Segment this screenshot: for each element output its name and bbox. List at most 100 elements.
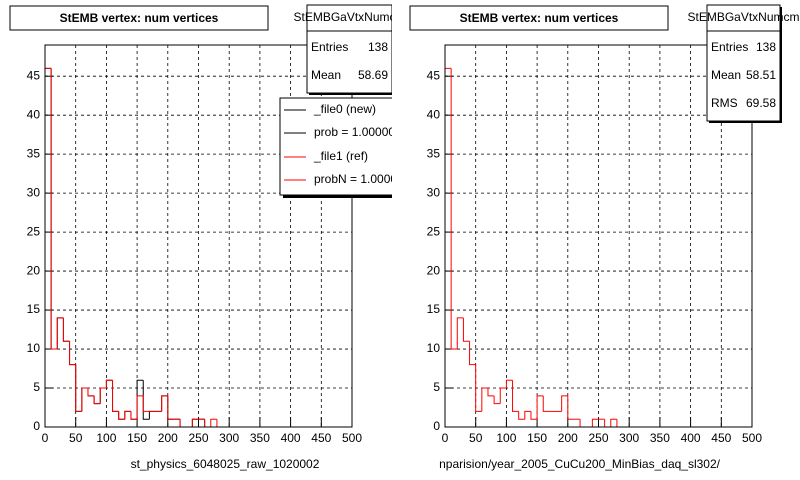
histogram-bin	[87, 388, 95, 397]
title-box	[9, 5, 269, 31]
histogram-bin	[210, 418, 217, 427]
x-tick-label: 200	[558, 431, 578, 445]
histogram-bin	[610, 418, 617, 427]
y-tick-label: 20	[27, 263, 41, 277]
stats-title: StEMBGaVtxNumcm	[293, 10, 405, 24]
histogram-bin	[591, 418, 599, 427]
y-tick-label: 5	[433, 380, 440, 394]
x-axis-label: nparision/year_2005_CuCu200_MinBias_daq_…	[439, 457, 721, 471]
x-tick-label: 400	[681, 431, 701, 445]
y-tick-label: 25	[27, 224, 41, 238]
y-tick-label: 40	[427, 107, 441, 121]
histogram-bin	[505, 379, 513, 389]
y-tick-label: 30	[27, 185, 41, 199]
x-tick-label: 250	[188, 431, 208, 445]
stats-value: 138	[756, 40, 776, 54]
title-box	[409, 5, 669, 31]
plot-frame	[44, 44, 353, 428]
histogram-bin	[167, 395, 174, 420]
x-tick-label: 450	[711, 431, 731, 445]
legend-label: _file0 (new)	[313, 102, 376, 116]
x-tick-label: 500	[342, 431, 362, 445]
histogram-bin	[567, 395, 574, 420]
histogram-bin	[481, 387, 488, 412]
histogram-bin	[142, 380, 150, 420]
stats-value: 138	[368, 40, 388, 54]
histogram-bin	[56, 317, 64, 350]
stats-label: Mean	[311, 68, 341, 82]
histogram-bin	[487, 388, 495, 397]
x-tick-label: 150	[527, 431, 547, 445]
y-tick-label: 45	[427, 68, 441, 82]
histogram-bin	[512, 380, 519, 412]
histogram-bin	[112, 380, 119, 412]
y-tick-label: 35	[27, 146, 41, 160]
histogram-bin	[524, 410, 531, 420]
histogram-bin	[81, 387, 88, 412]
x-tick-label: 350	[650, 431, 670, 445]
stats-value: 58.51	[746, 68, 776, 82]
histogram-bin	[50, 68, 58, 350]
y-tick-label: 5	[33, 380, 40, 394]
chart-title: StEMB vertex: num vertices	[60, 11, 219, 25]
legend-note: prob = 1.000000	[314, 125, 402, 139]
y-tick-label: 40	[27, 107, 41, 121]
x-tick-label: 450	[311, 431, 331, 445]
histogram-bin	[136, 395, 144, 420]
x-tick-label: 350	[250, 431, 270, 445]
y-tick-label: 10	[427, 341, 441, 355]
histogram-bin	[69, 341, 76, 366]
legend-label: _file1 (ref)	[313, 149, 368, 163]
stats-label: Entries	[311, 40, 348, 54]
stats-value: 69.58	[746, 96, 776, 110]
x-tick-label: 150	[127, 431, 147, 445]
y-tick-label: 20	[427, 263, 441, 277]
histogram-bin	[475, 364, 482, 412]
histogram-bin	[93, 395, 101, 405]
legend-note: probN = 1.000000	[314, 172, 411, 186]
x-tick-label: 100	[96, 431, 116, 445]
x-tick-label: 100	[496, 431, 516, 445]
histogram-bin	[469, 341, 476, 366]
histogram-bin	[542, 395, 550, 412]
histogram-bin	[161, 395, 168, 412]
y-tick-label: 25	[427, 224, 441, 238]
y-tick-label: 10	[27, 341, 41, 355]
y-tick-label: 15	[427, 302, 441, 316]
histogram-bin	[118, 411, 125, 420]
x-tick-label: 0	[42, 431, 49, 445]
histogram-bin	[493, 395, 501, 405]
stats-value: 58.69	[358, 68, 388, 82]
histogram-bin	[499, 387, 507, 404]
x-tick-label: 250	[588, 431, 608, 445]
histogram-bin	[536, 395, 544, 420]
x-tick-label: 500	[742, 431, 762, 445]
histogram-bin	[62, 317, 70, 342]
y-tick-label: 0	[433, 419, 440, 433]
histogram-bin	[75, 364, 82, 412]
plot-frame	[444, 44, 753, 428]
stats-label: Entries	[711, 40, 748, 54]
y-tick-label: 35	[427, 146, 441, 160]
x-tick-label: 0	[442, 431, 449, 445]
histogram-bin	[518, 411, 525, 420]
x-tick-label: 300	[619, 431, 639, 445]
histogram-bin	[99, 387, 107, 404]
histogram-bin	[130, 411, 138, 420]
x-tick-label: 300	[219, 431, 239, 445]
y-tick-label: 15	[27, 302, 41, 316]
histogram-bin	[561, 395, 568, 412]
histogram-bin	[191, 418, 199, 427]
histogram-bin	[462, 317, 470, 342]
histogram-bin	[105, 379, 113, 389]
histogram-bin	[124, 410, 131, 420]
y-tick-label: 45	[27, 68, 41, 82]
stats-label: Mean	[711, 68, 741, 82]
x-tick-label: 400	[281, 431, 301, 445]
histogram-bin	[456, 317, 464, 350]
legend-box	[279, 97, 392, 196]
chart-title: StEMB vertex: num vertices	[460, 11, 619, 25]
